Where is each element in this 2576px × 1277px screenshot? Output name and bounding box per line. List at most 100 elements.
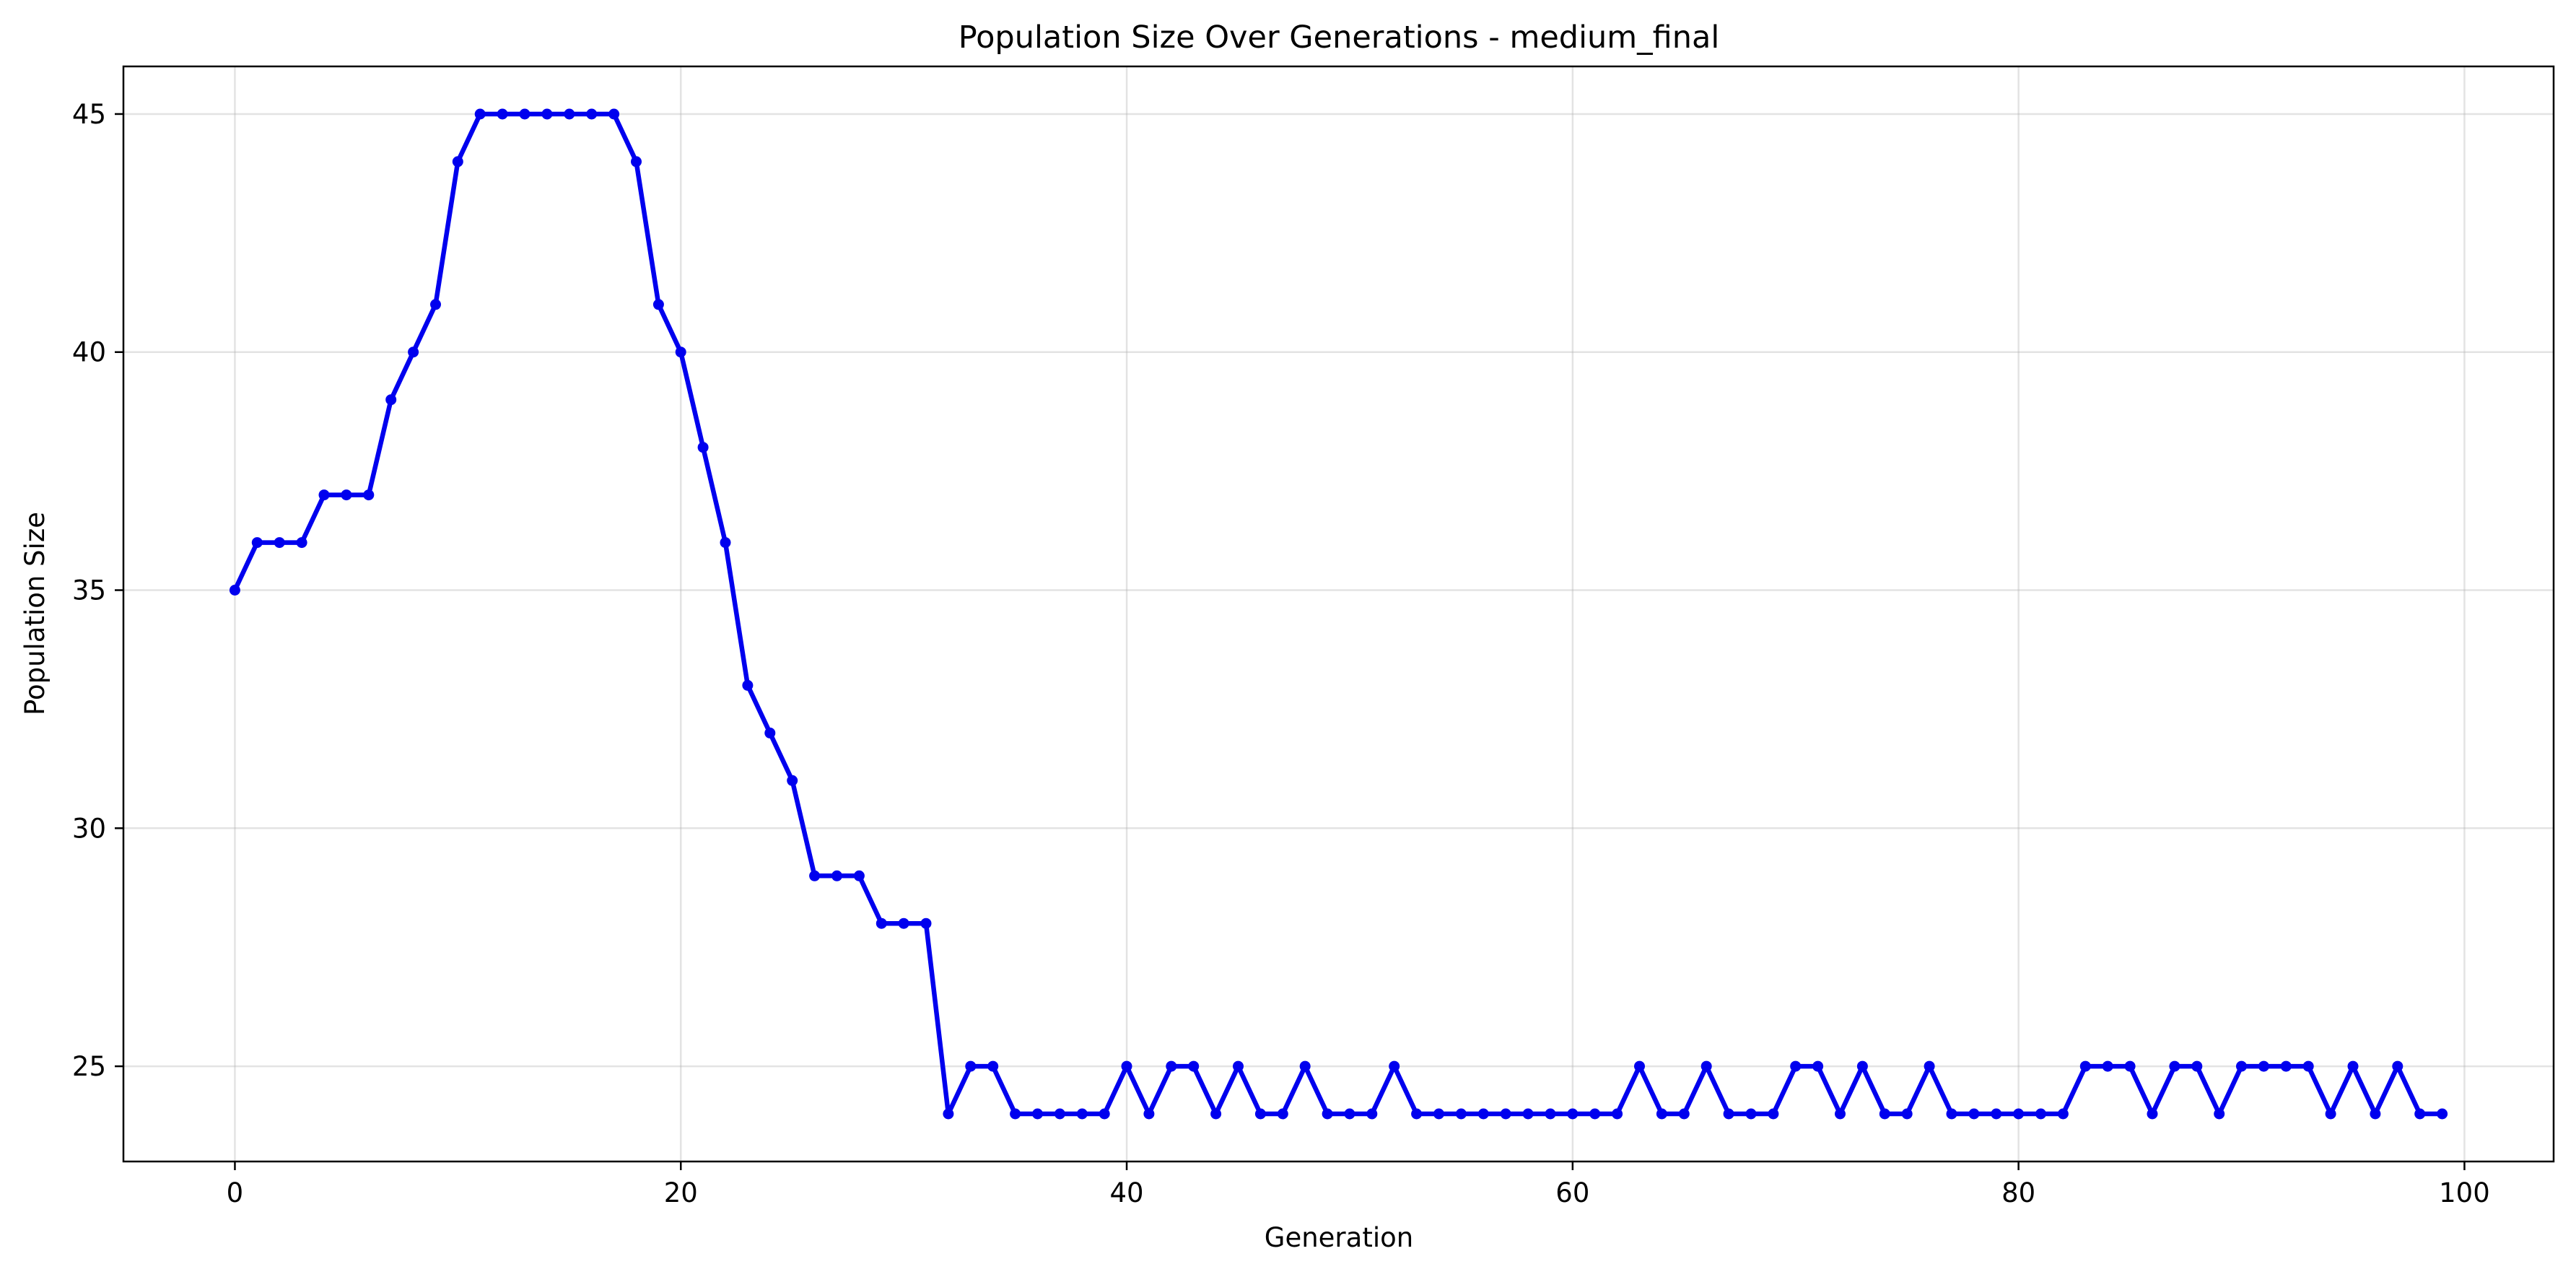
data-point-65 [1678, 1108, 1690, 1120]
data-point-62 [1612, 1108, 1623, 1120]
data-point-36 [1032, 1108, 1043, 1120]
data-point-57 [1500, 1108, 1511, 1120]
data-point-9 [430, 299, 441, 310]
data-point-20 [675, 347, 686, 358]
data-point-40 [1121, 1060, 1132, 1072]
data-point-46 [1254, 1108, 1266, 1120]
data-point-69 [1768, 1108, 1779, 1120]
data-point-24 [764, 727, 776, 738]
data-point-88 [2191, 1060, 2203, 1072]
data-point-14 [541, 108, 553, 120]
data-point-68 [1745, 1108, 1757, 1120]
data-point-51 [1366, 1108, 1378, 1120]
data-point-26 [809, 870, 821, 881]
y-tick-label-2: 35 [72, 575, 106, 606]
data-point-98 [2414, 1108, 2426, 1120]
data-point-83 [2079, 1060, 2091, 1072]
data-point-87 [2169, 1060, 2180, 1072]
data-point-13 [519, 108, 531, 120]
data-point-39 [1099, 1108, 1110, 1120]
y-axis: 25 30 35 40 45 [72, 99, 123, 1082]
data-point-94 [2325, 1108, 2336, 1120]
data-point-38 [1076, 1108, 1088, 1120]
data-point-31 [920, 918, 932, 929]
plot-frame [122, 65, 2555, 1163]
data-point-22 [720, 537, 731, 549]
y-axis-label: Population Size [19, 512, 51, 715]
data-point-80 [2013, 1108, 2025, 1120]
data-point-48 [1299, 1060, 1311, 1072]
data-point-35 [1010, 1108, 1021, 1120]
data-point-95 [2347, 1060, 2359, 1072]
data-point-47 [1277, 1108, 1288, 1120]
data-point-33 [965, 1060, 977, 1072]
y-tick-label-1: 30 [72, 813, 106, 844]
data-point-15 [564, 108, 575, 120]
population-series-line [232, 111, 2445, 1117]
data-point-54 [1433, 1108, 1444, 1120]
data-point-5 [341, 489, 352, 501]
data-point-71 [1812, 1060, 1824, 1072]
y-tick-label-3: 40 [72, 337, 106, 368]
data-point-37 [1054, 1108, 1065, 1120]
data-point-76 [1924, 1060, 1935, 1072]
data-point-12 [497, 108, 508, 120]
data-point-0 [229, 585, 240, 596]
x-tick-label-2: 40 [1109, 1177, 1143, 1208]
data-point-59 [1545, 1108, 1556, 1120]
y-tick-label-0: 25 [72, 1051, 106, 1082]
data-point-97 [2392, 1060, 2403, 1072]
data-point-81 [2035, 1108, 2046, 1120]
data-point-79 [1991, 1108, 2002, 1120]
data-point-52 [1389, 1060, 1400, 1072]
data-point-17 [608, 108, 620, 120]
data-point-89 [2214, 1108, 2225, 1120]
data-point-86 [2147, 1108, 2158, 1120]
data-point-30 [898, 918, 909, 929]
data-point-91 [2258, 1060, 2269, 1072]
data-point-56 [1477, 1108, 1489, 1120]
data-point-6 [363, 489, 375, 501]
data-point-1 [251, 537, 263, 549]
data-point-19 [652, 299, 664, 310]
data-point-18 [631, 156, 642, 167]
data-point-25 [787, 775, 798, 786]
data-point-4 [318, 489, 330, 501]
data-point-3 [296, 537, 307, 549]
data-point-16 [586, 108, 598, 120]
data-point-99 [2437, 1108, 2448, 1120]
data-point-34 [987, 1060, 999, 1072]
data-point-92 [2280, 1060, 2292, 1072]
data-point-23 [742, 679, 754, 691]
population-series-points [229, 108, 2448, 1120]
data-point-21 [697, 442, 709, 453]
x-axis-label: Generation [1265, 1222, 1413, 1253]
data-point-72 [1835, 1108, 1846, 1120]
grid-lines [123, 66, 2554, 1161]
data-point-67 [1723, 1108, 1734, 1120]
data-point-84 [2102, 1060, 2113, 1072]
data-point-32 [943, 1108, 954, 1120]
data-point-90 [2236, 1060, 2247, 1072]
data-point-78 [1968, 1108, 1980, 1120]
data-point-11 [474, 108, 486, 120]
data-point-64 [1656, 1108, 1667, 1120]
data-point-74 [1879, 1108, 1890, 1120]
data-point-10 [452, 156, 463, 167]
data-point-55 [1455, 1108, 1467, 1120]
x-tick-label-4: 80 [2001, 1177, 2035, 1208]
x-tick-label-5: 100 [2439, 1177, 2490, 1208]
x-tick-label-1: 20 [664, 1177, 698, 1208]
data-point-49 [1322, 1108, 1333, 1120]
data-point-66 [1700, 1060, 1712, 1072]
y-tick-label-4: 45 [72, 99, 106, 130]
data-point-29 [876, 918, 887, 929]
x-tick-label-0: 0 [227, 1177, 244, 1208]
data-point-63 [1634, 1060, 1645, 1072]
data-point-82 [2057, 1108, 2069, 1120]
data-point-77 [1946, 1108, 1957, 1120]
data-point-96 [2370, 1108, 2381, 1120]
x-tick-label-3: 60 [1555, 1177, 1589, 1208]
data-point-7 [385, 394, 397, 406]
